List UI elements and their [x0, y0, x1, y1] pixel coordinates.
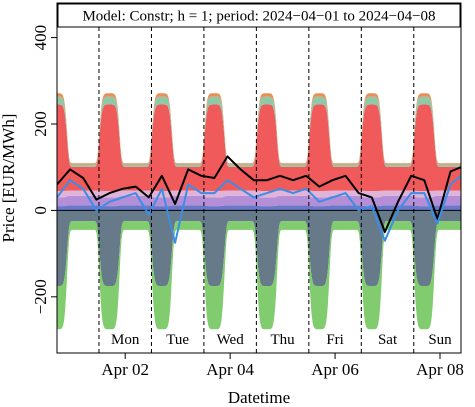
x-tick-label-3: Apr 08: [416, 360, 464, 379]
x-tick-label-0: Apr 02: [101, 360, 149, 379]
plot-area: MonTueWedThuFriSatSunMon: [57, 27, 461, 353]
x-tick-label-2: Apr 06: [311, 360, 359, 379]
chart-title: Model: Constr; h = 1; period: 2024−04−01…: [82, 9, 435, 25]
title-frame: [57, 3, 461, 28]
negative-band-1: [57, 221, 461, 330]
x-tick-label-1: Apr 04: [206, 360, 254, 379]
series-line-1: [57, 175, 461, 244]
positive-band-5: [57, 93, 461, 165]
axes: −200 0 200 400 Apr 02 Apr 04 Apr 06 Apr 08: [31, 25, 464, 379]
y-tick-label-2: 200: [31, 111, 50, 137]
x-axis-label: Datetime: [228, 388, 290, 407]
day-label-2: Wed: [217, 332, 245, 348]
positive-band-4: [57, 96, 461, 167]
negative-band-0: [57, 210, 461, 286]
positive-band-3: [57, 104, 461, 191]
y-tick-label-0: −200: [31, 279, 50, 314]
day-label-5: Sat: [378, 332, 398, 348]
day-label-4: Fri: [326, 332, 344, 348]
day-label-6: Sun: [428, 332, 452, 348]
day-label-3: Thu: [271, 332, 296, 348]
y-axis-label: Price [EUR/MWh]: [0, 114, 18, 243]
plot-frame: [56, 2, 462, 354]
day-label-1: Tue: [166, 332, 189, 348]
series-line-0: [57, 155, 461, 233]
title-box: Model: Constr; h = 1; period: 2024−04−01…: [57, 3, 461, 28]
day-label-0: Mon: [111, 332, 140, 348]
y-tick-label-3: 400: [31, 25, 50, 51]
y-tick-label-1: 0: [31, 206, 50, 215]
